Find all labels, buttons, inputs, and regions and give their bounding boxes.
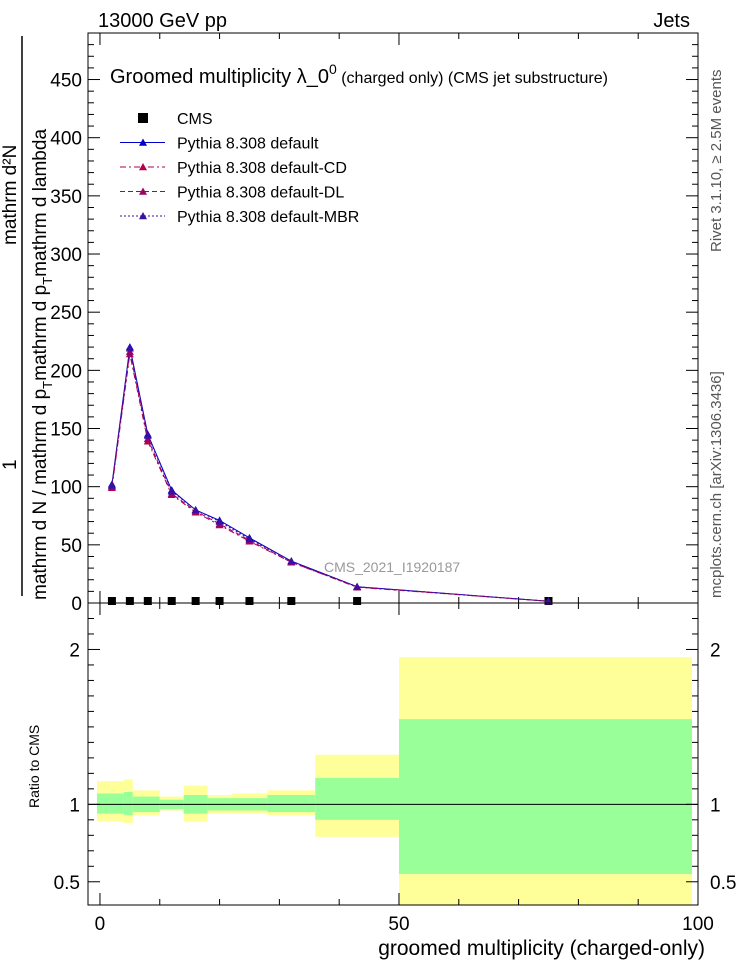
series-marker — [143, 431, 152, 439]
cms-data-point — [167, 597, 176, 605]
y-label-text: mathrm d N / mathrm d pTmathrm d pTmathr… — [30, 129, 55, 600]
y-label-numerator: 1 — [0, 459, 21, 470]
header-right: Jets — [653, 10, 690, 32]
cms-data-point — [191, 597, 200, 605]
y-tick-label: 50 — [61, 536, 82, 557]
y-tick-label: 0 — [71, 594, 82, 615]
ratio-y-tick-label-right: 2 — [710, 640, 721, 661]
legend-marker-triangle — [139, 212, 147, 220]
main-x-ticks — [99, 33, 699, 603]
legend-marker-triangle — [139, 163, 147, 171]
cms-data-point — [287, 597, 296, 605]
ratio-band-inner — [398, 719, 693, 875]
ratio-y-tick-label-right: 0.5 — [710, 873, 736, 894]
legend: CMS Pythia 8.308 default Pythia 8.308 defa… — [120, 111, 359, 226]
x-axis-label: groomed multiplicity (charged-only) — [378, 937, 705, 960]
legend-label: Pythia 8.308 default — [177, 136, 319, 153]
main-title: Groomed multiplicity λ_00 (charged only)… — [110, 61, 608, 88]
cms-data-point — [143, 597, 152, 605]
legend-marker-triangle — [139, 138, 147, 146]
legend-marker-square — [138, 113, 148, 123]
ratio-y-tick-label: 2 — [69, 640, 80, 661]
analysis-watermark: CMS_2021_I1920187 — [324, 559, 460, 575]
y-label-part3: mathrm d lambda — [30, 129, 51, 277]
ratio-x-axis: 0 50 100 — [95, 603, 714, 935]
rivet-label: Rivet 3.1.10, ≥ 2.5M events — [708, 70, 725, 253]
ratio-y-tick-label-right: 1 — [710, 795, 721, 816]
header-left: 13000 GeV pp — [98, 10, 227, 32]
x-tick-label: 50 — [388, 914, 409, 935]
y-tick-label: 250 — [50, 303, 82, 324]
series-marker — [107, 481, 116, 489]
main-title-sup: 0 — [329, 61, 337, 77]
y-label-part1: mathrm d N / mathrm d p — [30, 389, 51, 600]
ratio-band-inner — [267, 795, 316, 813]
legend-label: Pythia 8.308 default-CD — [177, 160, 347, 177]
x-tick-label: 100 — [682, 914, 714, 935]
y-tick-label: 150 — [50, 420, 82, 441]
ratio-y-label: Ratio to CMS — [26, 725, 42, 808]
ratio-band-inner — [96, 793, 124, 814]
ratio-band-inner — [123, 791, 133, 816]
ratio-y-tick-label: 0.5 — [54, 873, 80, 894]
y-tick-label: 450 — [50, 71, 82, 92]
mcplots-label: mcplots.cern.ch [arXiv:1306.3436] — [708, 371, 725, 598]
legend-label: Pythia 8.308 default-MBR — [177, 209, 359, 226]
series-marker — [191, 505, 200, 514]
cms-data-point — [107, 597, 116, 605]
y-tick-label: 400 — [50, 129, 82, 150]
series-line — [111, 351, 549, 602]
x-tick-label: 0 — [95, 914, 106, 935]
cms-data-point — [215, 597, 224, 605]
series-line — [111, 353, 549, 602]
ratio-plot-frame — [87, 602, 699, 906]
series-marker — [353, 582, 362, 590]
cms-data-point — [245, 597, 254, 605]
y-label-sub1: T — [40, 381, 55, 389]
main-y-label: mathrm d N / mathrm d pTmathrm d pTmathr… — [30, 129, 55, 600]
y-label-part2: mathrm d p — [30, 285, 51, 381]
ratio-y-tick-label: 1 — [69, 795, 80, 816]
series-marker — [215, 517, 224, 525]
y-label-top: mathrm d²N — [0, 145, 21, 245]
main-title-tail: (charged only) (CMS jet substructure) — [337, 70, 608, 87]
series-marker — [245, 535, 254, 543]
y-label-sub2: T — [40, 277, 55, 285]
series-marker — [125, 344, 134, 352]
ratio-plot — [87, 602, 699, 906]
main-y-axis: 0 50 100 150 200 250 300 350 400 450 — [50, 44, 698, 615]
ratio-band-inner — [315, 778, 399, 820]
y-tick-label: 300 — [50, 245, 82, 266]
cms-data-point — [353, 597, 362, 605]
series-layer — [107, 343, 553, 605]
ratio-bands — [88, 657, 698, 905]
main-title-text: Groomed multiplicity λ_0 — [110, 66, 329, 88]
legend-label: Pythia 8.308 default-DL — [177, 185, 344, 202]
y-tick-label: 100 — [50, 478, 82, 499]
legend-marker-triangle — [139, 187, 147, 195]
legend-label: CMS — [177, 111, 213, 128]
series-marker — [167, 487, 176, 495]
series-marker — [287, 557, 296, 565]
ratio-y-axis: 0.5 0.5 1 1 2 2 — [54, 617, 736, 894]
y-tick-label: 350 — [50, 187, 82, 208]
cms-data-point — [125, 597, 134, 605]
y-tick-label: 200 — [50, 361, 82, 382]
